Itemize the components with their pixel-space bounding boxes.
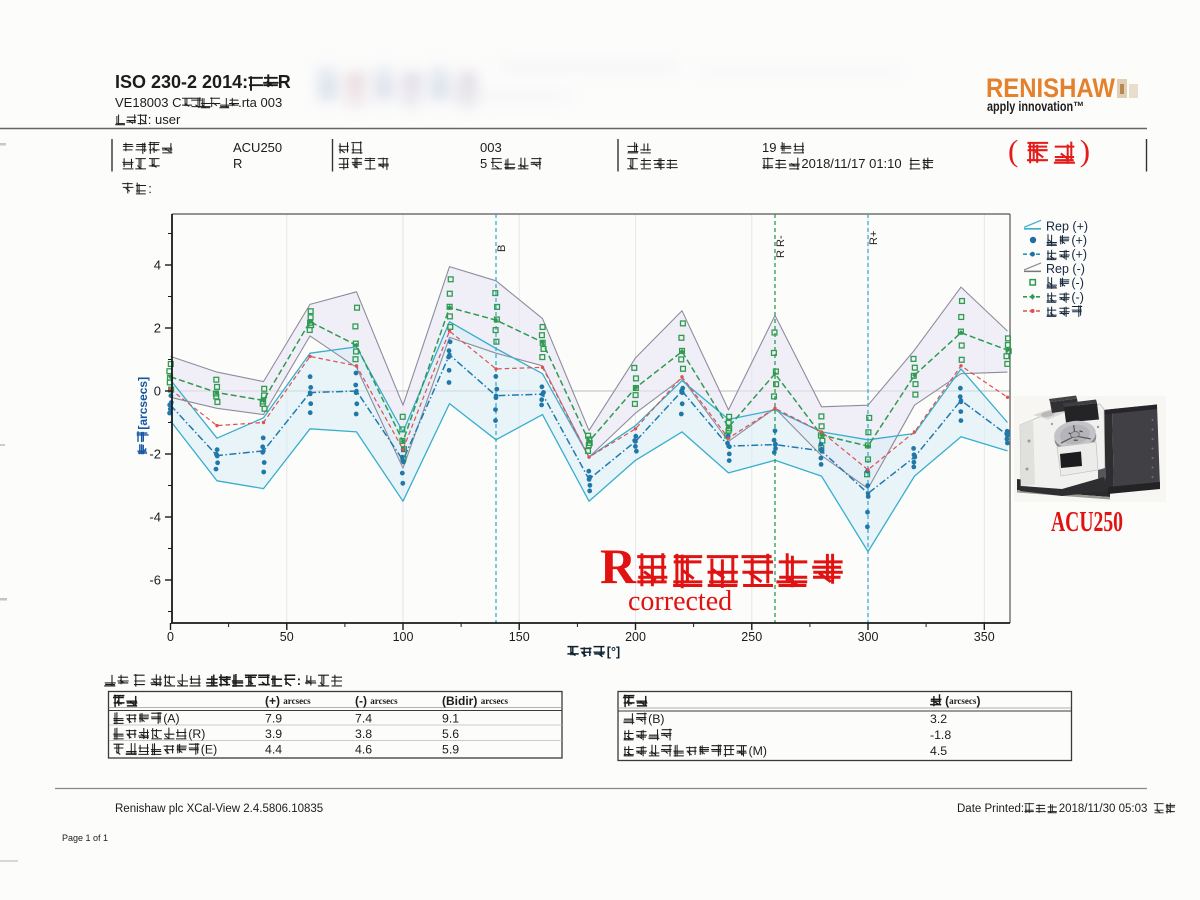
svg-text:R: R bbox=[233, 156, 242, 171]
svg-text:(-): (-) bbox=[355, 694, 367, 708]
svg-text:ISO 230-2 2014:: ISO 230-2 2014: bbox=[115, 72, 248, 92]
svg-text:0: 0 bbox=[167, 630, 174, 644]
svg-text:Page 1 of 1: Page 1 of 1 bbox=[62, 833, 108, 843]
svg-text:(-): (-) bbox=[1071, 290, 1084, 304]
svg-text:0: 0 bbox=[154, 384, 161, 399]
svg-text:apply innovation™: apply innovation™ bbox=[987, 99, 1084, 114]
svg-text:(: ( bbox=[945, 694, 949, 708]
svg-text:3.9: 3.9 bbox=[265, 727, 282, 741]
svg-text:arcsecs: arcsecs bbox=[949, 696, 977, 706]
svg-text:003: 003 bbox=[480, 140, 502, 155]
svg-text:9.1: 9.1 bbox=[442, 712, 459, 726]
svg-text:(-): (-) bbox=[1071, 276, 1084, 290]
svg-text:Date Printed:: Date Printed: bbox=[957, 803, 1024, 815]
svg-text::: : bbox=[297, 673, 301, 688]
svg-text:2018/11/30 05:03: 2018/11/30 05:03 bbox=[1059, 803, 1148, 815]
svg-text:[°]: [°] bbox=[607, 645, 620, 659]
svg-text:-2: -2 bbox=[149, 447, 161, 462]
svg-text:RENISHAW: RENISHAW bbox=[986, 73, 1115, 103]
svg-text:3.8: 3.8 bbox=[355, 727, 372, 741]
svg-text:Rep (-): Rep (-) bbox=[1046, 262, 1085, 276]
svg-text:R+: R+ bbox=[868, 231, 880, 245]
svg-text:5: 5 bbox=[480, 156, 487, 171]
svg-text:250: 250 bbox=[741, 630, 762, 644]
svg-text:50: 50 bbox=[280, 630, 294, 644]
svg-text:200: 200 bbox=[625, 630, 646, 644]
svg-text:R: R bbox=[278, 72, 291, 92]
svg-text:(+): (+) bbox=[1071, 234, 1087, 248]
svg-text:): ) bbox=[977, 694, 981, 708]
svg-text:: user: : user bbox=[148, 112, 181, 127]
svg-text:2018/11/17 01:10: 2018/11/17 01:10 bbox=[801, 156, 901, 171]
svg-text:corrected: corrected bbox=[628, 586, 732, 617]
svg-text:5.6: 5.6 bbox=[442, 727, 459, 741]
svg-text:): ) bbox=[1080, 133, 1090, 168]
svg-text:ACU250: ACU250 bbox=[1051, 506, 1123, 538]
svg-text:-1.8: -1.8 bbox=[930, 728, 951, 742]
svg-text:(B): (B) bbox=[648, 712, 664, 726]
svg-text:ACU250: ACU250 bbox=[233, 140, 282, 155]
svg-text:4.4: 4.4 bbox=[265, 743, 282, 757]
svg-text:7.4: 7.4 bbox=[355, 712, 372, 726]
svg-text:4.6: 4.6 bbox=[355, 743, 372, 757]
svg-text:(+): (+) bbox=[1071, 248, 1087, 262]
svg-text:arcsecs: arcsecs bbox=[283, 696, 311, 706]
svg-text:(A): (A) bbox=[163, 712, 179, 726]
svg-text:100: 100 bbox=[393, 630, 414, 644]
svg-text:4: 4 bbox=[154, 258, 161, 273]
svg-text:R: R bbox=[600, 538, 637, 594]
svg-text:2: 2 bbox=[154, 321, 161, 336]
svg-text:4.5: 4.5 bbox=[930, 744, 947, 758]
svg-text:.rta 003: .rta 003 bbox=[238, 95, 282, 110]
svg-text:350: 350 bbox=[974, 630, 995, 644]
svg-text:(: ( bbox=[1008, 133, 1018, 168]
svg-text:-6: -6 bbox=[149, 573, 161, 588]
svg-text:300: 300 bbox=[858, 630, 879, 644]
svg-text::: : bbox=[148, 181, 152, 196]
svg-text:7.9: 7.9 bbox=[265, 712, 282, 726]
svg-text:5.9: 5.9 bbox=[442, 743, 459, 757]
svg-text:(+): (+) bbox=[265, 694, 280, 708]
svg-text:[arcsecs]: [arcsecs] bbox=[136, 377, 150, 430]
svg-text:(Bidir): (Bidir) bbox=[442, 694, 477, 708]
svg-text:(R): (R) bbox=[188, 727, 205, 741]
svg-text:arcsecs: arcsecs bbox=[370, 696, 398, 706]
svg-text:150: 150 bbox=[509, 630, 530, 644]
svg-text:-4: -4 bbox=[149, 510, 161, 525]
svg-text:arcsecs: arcsecs bbox=[481, 696, 509, 706]
svg-text:Renishaw plc XCal-View 2.4.580: Renishaw plc XCal-View 2.4.5806.10835 bbox=[115, 803, 323, 815]
svg-text:19: 19 bbox=[762, 140, 776, 155]
svg-text:Rep (+): Rep (+) bbox=[1046, 219, 1088, 233]
svg-text:3.2: 3.2 bbox=[930, 712, 947, 726]
svg-text:R R-: R R- bbox=[775, 235, 787, 258]
svg-text:B: B bbox=[496, 245, 508, 252]
svg-text:VE18003 C: VE18003 C bbox=[115, 95, 182, 110]
svg-text:(E): (E) bbox=[201, 743, 217, 757]
svg-text:(M): (M) bbox=[749, 744, 767, 758]
